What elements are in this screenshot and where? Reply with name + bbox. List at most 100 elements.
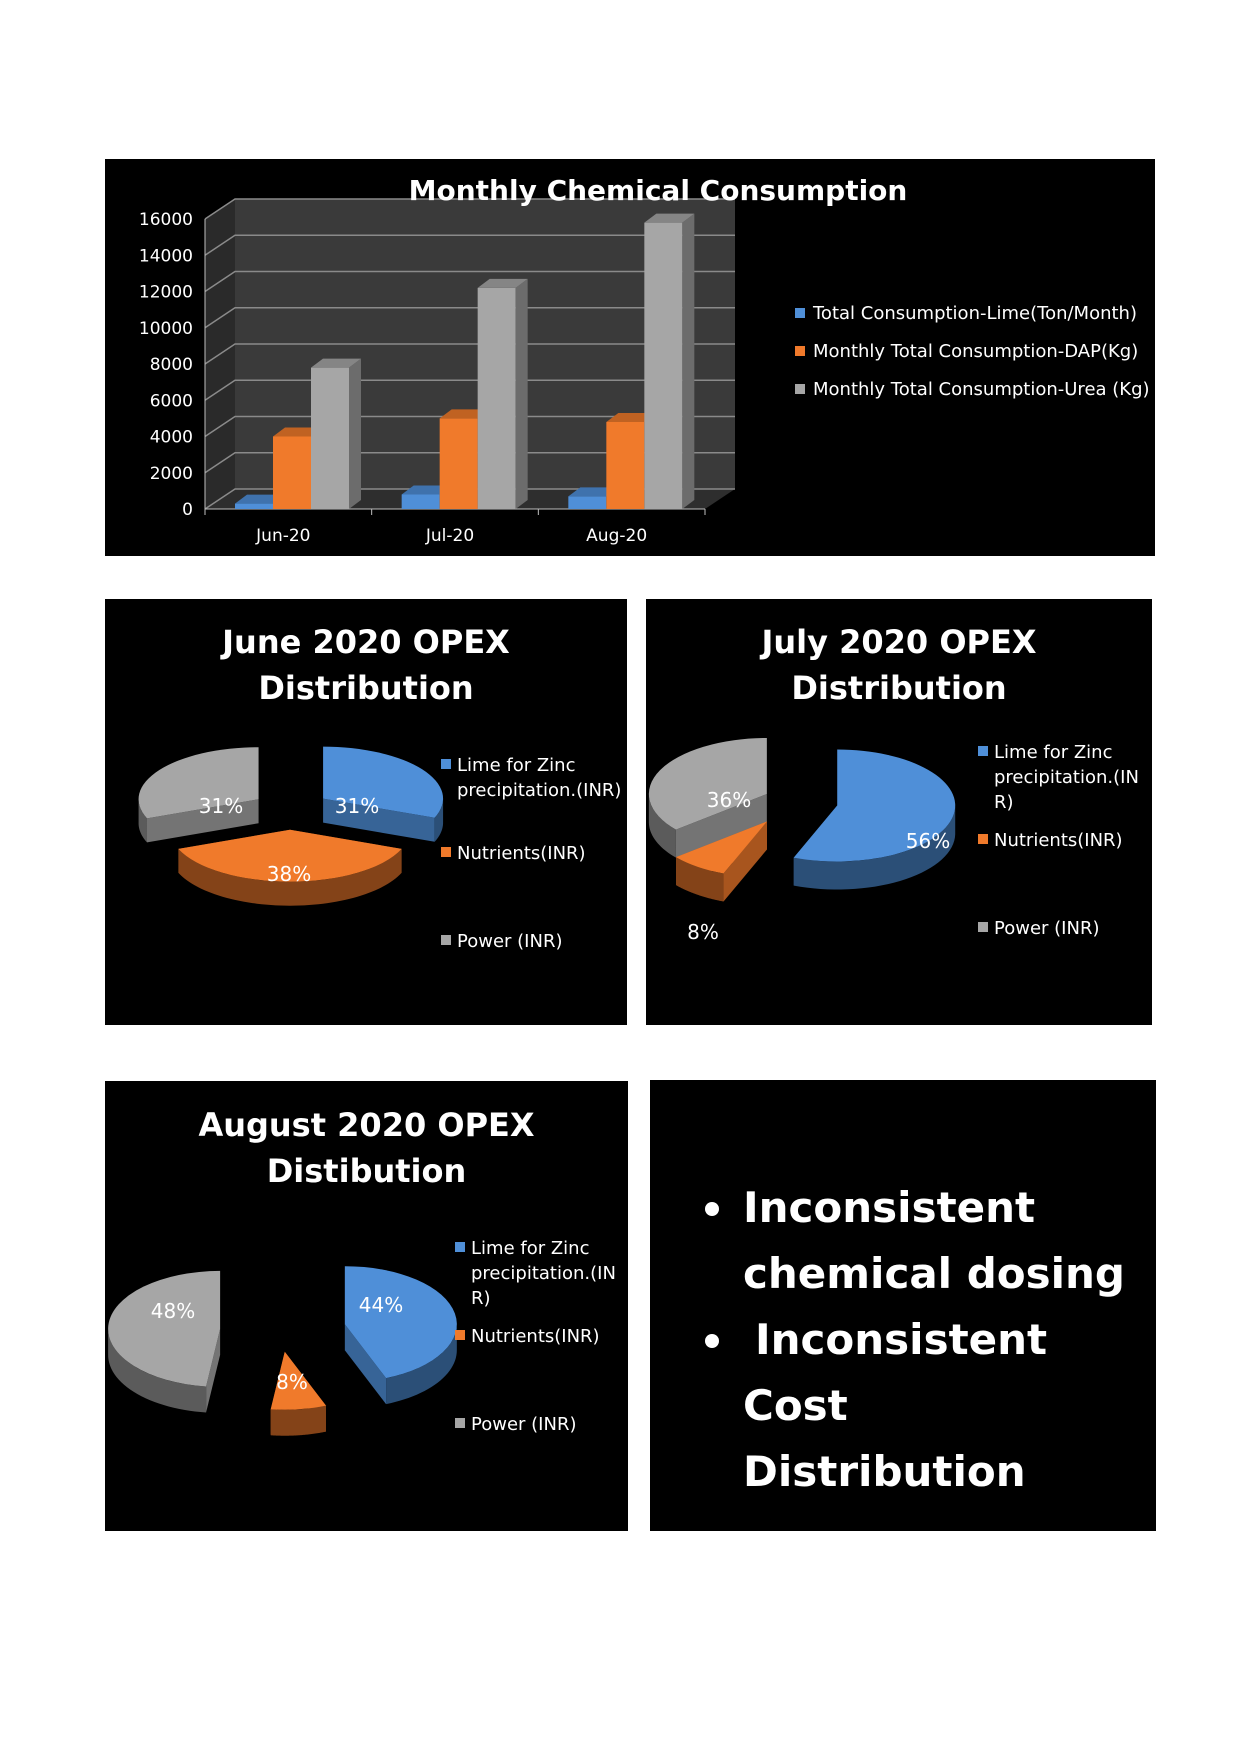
bar-side xyxy=(349,358,361,509)
june-chart-title-line-2: Distribution xyxy=(258,669,474,707)
pie-slice-wall xyxy=(344,1324,387,1405)
legend-swatch xyxy=(978,834,988,844)
chemical-consumption-chart: 0 2000 4000 6000 8000 10000 12000 14000 16000 Jun… xyxy=(105,159,1155,556)
june-opex-chart: June 2020 OPEX Distribution 31% 38% 31% Lim… xyxy=(105,599,627,1025)
pie-slice-wall xyxy=(323,798,435,842)
pie-value-label: 38% xyxy=(267,862,311,886)
gridline xyxy=(204,415,735,438)
pie-slice-rim xyxy=(138,798,147,843)
gridline xyxy=(204,270,735,293)
gridline xyxy=(204,234,735,256)
pie-slice xyxy=(648,737,767,830)
legend-swatch xyxy=(441,847,451,857)
july-pie-canvas: 56% 8% 36% Lime for Zinc precipitation.(IN R)… xyxy=(648,737,1139,944)
y-tick-label: 0 xyxy=(182,500,193,520)
bar-top xyxy=(606,413,657,422)
x-tick-label: Jul-20 xyxy=(425,526,474,546)
legend-label: Monthly Total Consumption-DAP(Kg) xyxy=(813,341,1138,362)
pie-slice xyxy=(270,1351,326,1410)
june-chart-title-line-1: June 2020 OPEX xyxy=(222,623,510,661)
gridline xyxy=(204,452,735,474)
y-tick-label: 12000 xyxy=(139,283,193,303)
observations-panel: Inconsistent chemical dosing Inconsisten… xyxy=(650,1080,1156,1531)
august-chart-title-line-1: August 2020 OPEX xyxy=(198,1106,535,1144)
pie-slice-rim xyxy=(386,1323,457,1405)
july-opex-chart: July 2020 OPEX Distribution 56% 8% 36% Lime… xyxy=(646,599,1152,1025)
legend-swatch xyxy=(795,384,805,394)
bar-top xyxy=(235,494,285,504)
legend-label: precipitation.(IN xyxy=(994,767,1139,788)
gridline xyxy=(204,488,735,510)
x-tick-label: Jun-20 xyxy=(255,526,310,546)
pie-slice xyxy=(138,747,259,819)
bar xyxy=(401,494,440,509)
y-tick-label: 6000 xyxy=(150,391,193,411)
legend-swatch xyxy=(441,759,451,769)
legend-label: precipitation.(INR) xyxy=(457,780,621,801)
gridline xyxy=(204,343,735,365)
gridline xyxy=(204,379,735,401)
pie-value-label: 8% xyxy=(687,920,719,944)
legend-swatch xyxy=(978,922,988,932)
bar xyxy=(235,503,273,509)
pie-value-label: 48% xyxy=(151,1299,195,1323)
observation-line: chemical dosing xyxy=(743,1249,1125,1298)
bullet-dot-icon xyxy=(705,1334,719,1348)
legend-label: Monthly Total Consumption-Urea (Kg) xyxy=(813,379,1150,400)
legend-label: Lime for Zinc xyxy=(994,742,1112,763)
bar xyxy=(311,367,349,509)
pie-value-label: 31% xyxy=(199,794,243,818)
august-opex-chart: August 2020 OPEX Distibution 44% 8% 48% Lim… xyxy=(105,1081,628,1531)
bar-top xyxy=(439,409,490,419)
bar xyxy=(439,418,478,509)
pie-slice xyxy=(178,829,402,882)
legend-label: R) xyxy=(994,792,1014,813)
pie-slice-rim xyxy=(676,857,724,902)
bar xyxy=(644,222,683,509)
pie-slice-rim xyxy=(108,1328,207,1413)
pie-slice-wall xyxy=(206,1328,221,1413)
legend-swatch xyxy=(455,1418,465,1428)
gridline xyxy=(204,307,735,329)
observation-item: Inconsistent chemical dosing xyxy=(705,1175,1156,1307)
legend-label: Power (INR) xyxy=(457,931,562,952)
pie-slice-wall xyxy=(675,793,767,858)
bar-top xyxy=(273,427,323,437)
pie-slice xyxy=(108,1270,221,1387)
legend-swatch xyxy=(455,1330,465,1340)
pie-value-label: 56% xyxy=(906,829,950,853)
y-tick-label: 10000 xyxy=(139,319,193,339)
august-chart-title-line-2: Distibution xyxy=(266,1152,467,1190)
observation-item: Inconsistent Cost Distribution xyxy=(705,1307,1156,1505)
legend-label: Power (INR) xyxy=(994,918,1099,939)
observation-line: Distribution xyxy=(743,1447,1026,1496)
bar-top xyxy=(477,278,528,288)
observations-list: Inconsistent chemical dosing Inconsisten… xyxy=(705,1175,1156,1505)
y-tick-label: 8000 xyxy=(150,355,193,375)
bar-top xyxy=(401,485,452,495)
legend-label: Nutrients(INR) xyxy=(457,843,586,864)
chart-title: Monthly Chemical Consumption xyxy=(409,174,908,207)
pie-value-label: 44% xyxy=(359,1293,403,1317)
bar-side xyxy=(682,213,695,509)
pie-slice-rim xyxy=(270,1405,326,1436)
legend-label: precipitation.(IN xyxy=(471,1263,616,1284)
y-tick-label: 2000 xyxy=(150,464,193,484)
pie-slice xyxy=(793,749,956,862)
y-tick-label: 14000 xyxy=(139,246,193,266)
bar-top xyxy=(568,487,619,497)
legend-swatch xyxy=(978,746,988,756)
legend-swatch xyxy=(455,1242,465,1252)
pie-slice xyxy=(676,821,767,874)
legend-label: Lime for Zinc xyxy=(471,1238,589,1259)
y-tick-label: 4000 xyxy=(150,428,193,448)
observation-line: Inconsistent Cost xyxy=(743,1315,1048,1430)
legend-label: R) xyxy=(471,1288,491,1309)
bar xyxy=(477,287,516,509)
legend-label: Nutrients(INR) xyxy=(994,830,1123,851)
pie-slice xyxy=(323,746,444,818)
legend-swatch xyxy=(795,346,805,356)
bar-top xyxy=(644,213,695,223)
pie-slice-rim xyxy=(434,797,444,842)
july-chart-title-line-1: July 2020 OPEX xyxy=(761,623,1037,661)
